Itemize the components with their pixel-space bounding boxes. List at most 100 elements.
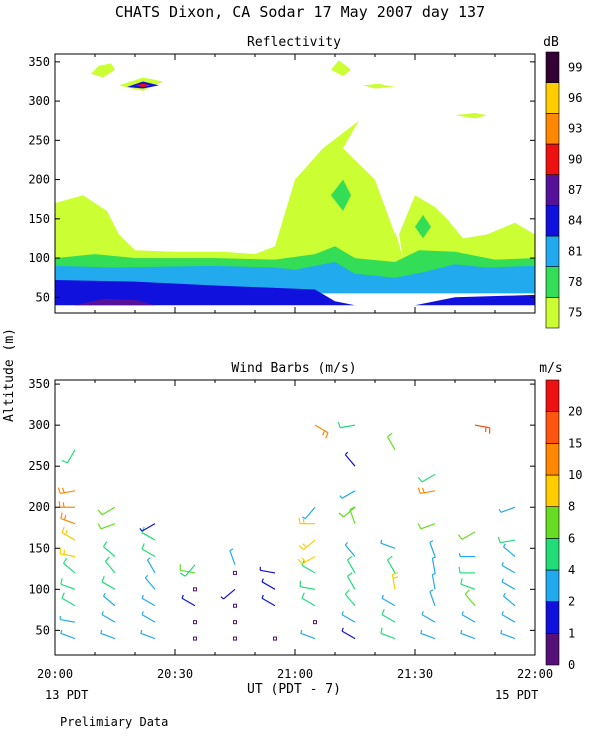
colorbar-tick-label: 78 [568, 275, 582, 289]
wind-barb [298, 539, 316, 551]
contour-region-75 [55, 120, 535, 262]
wind-barb [179, 564, 196, 574]
windbarb-colorbar: 0 1 2 4 6 8 10 15 20 [545, 379, 582, 672]
colorbar-swatch [545, 538, 560, 571]
contour-region-75 [363, 83, 395, 89]
wind-barb [339, 490, 356, 499]
calm-marker [193, 620, 197, 625]
wind-barb [229, 548, 236, 565]
wind-barb [457, 531, 476, 540]
wind-barb [59, 547, 76, 558]
colorbar-swatch [545, 379, 560, 412]
colorbar-swatch [545, 474, 560, 507]
y-tick-label: 200 [28, 500, 50, 514]
wind-barb [314, 424, 329, 439]
wind-barb [220, 588, 236, 600]
wind-barb [381, 608, 396, 623]
colorbar-tick-label: 15 [568, 436, 582, 450]
contour-region-75 [91, 63, 115, 78]
wind-barb [417, 523, 436, 530]
colorbar-tick-label: 0 [568, 658, 575, 672]
wind-barb [429, 589, 436, 606]
wind-barb [502, 543, 516, 557]
wind-barb [298, 517, 315, 525]
colorbar-swatch [545, 601, 560, 634]
colorbar-tick-label: 1 [568, 626, 575, 640]
wind-barb [391, 572, 399, 590]
colorbar-tick-label: 90 [568, 152, 582, 166]
wind-barb [381, 594, 396, 607]
y-tick-label: 50 [36, 623, 50, 637]
colorbar-tick-label: 6 [568, 531, 575, 545]
colorbar-swatch [545, 297, 560, 329]
wind-barb [474, 424, 491, 434]
x-tick-label: 21:00 [277, 667, 313, 681]
y-tick-label: 350 [28, 55, 50, 69]
wind-barb [461, 611, 476, 623]
wind-barb [431, 572, 436, 590]
wind-barb [261, 594, 276, 607]
reflectivity-title: Reflectivity [247, 35, 341, 50]
wind-barb [344, 589, 356, 607]
colorbar-tick-label: 8 [568, 500, 575, 514]
reflectivity-colorbar-unit: dB [543, 35, 559, 50]
wind-barb [97, 506, 116, 516]
wind-barb [60, 629, 76, 640]
contour-region-75 [331, 60, 351, 76]
y-tick-label: 300 [28, 418, 50, 432]
wind-barb [421, 611, 436, 623]
colorbar-swatch [545, 143, 560, 175]
wind-barb [297, 555, 316, 565]
wind-barb [386, 432, 396, 451]
wind-barb [101, 611, 116, 623]
wind-barb [141, 526, 156, 541]
wind-barb [344, 541, 356, 557]
wind-barb [501, 561, 516, 574]
calm-marker [233, 570, 237, 575]
wind-barb [101, 576, 116, 590]
colorbar-swatch [545, 411, 560, 444]
colorbar-swatch [545, 235, 560, 267]
preliminary-note: Prelimiary Data [60, 715, 168, 729]
wind-barb [58, 501, 75, 508]
windbarb-axes: 50 100 150 200 250 300 350 20:00 20:30 21:00 21:30… [28, 377, 553, 681]
calm-marker [193, 636, 197, 641]
x-tick-label: 21:30 [397, 667, 433, 681]
wind-barb [60, 578, 76, 590]
calm-marker [233, 620, 237, 625]
wind-barb [380, 627, 396, 640]
contour-region-84 [55, 280, 535, 306]
wind-barb [141, 543, 156, 558]
wind-barb [498, 506, 516, 513]
y-tick-label: 50 [36, 290, 50, 304]
wind-barb [302, 506, 316, 520]
wind-barb [337, 421, 356, 429]
wind-barb [139, 523, 156, 532]
y-tick-label: 150 [28, 541, 50, 555]
x-tick-label: 22:00 [517, 667, 553, 681]
colorbar-tick-label: 75 [568, 306, 582, 320]
y-tick-label: 100 [28, 582, 50, 596]
wind-barb [181, 594, 196, 607]
wind-barb [338, 506, 356, 518]
reflectivity-colorbar: 75 78 81 84 87 90 93 96 99 [545, 51, 582, 329]
wind-barb [502, 592, 516, 607]
wind-barb [57, 487, 76, 495]
contour-region-78 [331, 179, 351, 211]
wind-barb [146, 557, 156, 574]
wind-barb [460, 578, 476, 590]
figure-title: CHATS Dixon, CA Sodar 17 May 2007 day 13… [115, 3, 485, 21]
wind-barb [501, 578, 516, 590]
colorbar-tick-label: 10 [568, 468, 582, 482]
windbarb-title: Wind Barbs (m/s) [231, 361, 356, 376]
wind-barb [431, 556, 436, 574]
wind-barb [458, 552, 475, 558]
wind-barb [100, 629, 116, 640]
wind-barb [417, 473, 436, 483]
wind-barb [429, 540, 436, 557]
wind-barb [497, 536, 516, 544]
wind-barb [179, 564, 196, 577]
wind-barb [346, 572, 356, 590]
wind-barb [102, 592, 116, 607]
wind-barb [458, 566, 475, 574]
